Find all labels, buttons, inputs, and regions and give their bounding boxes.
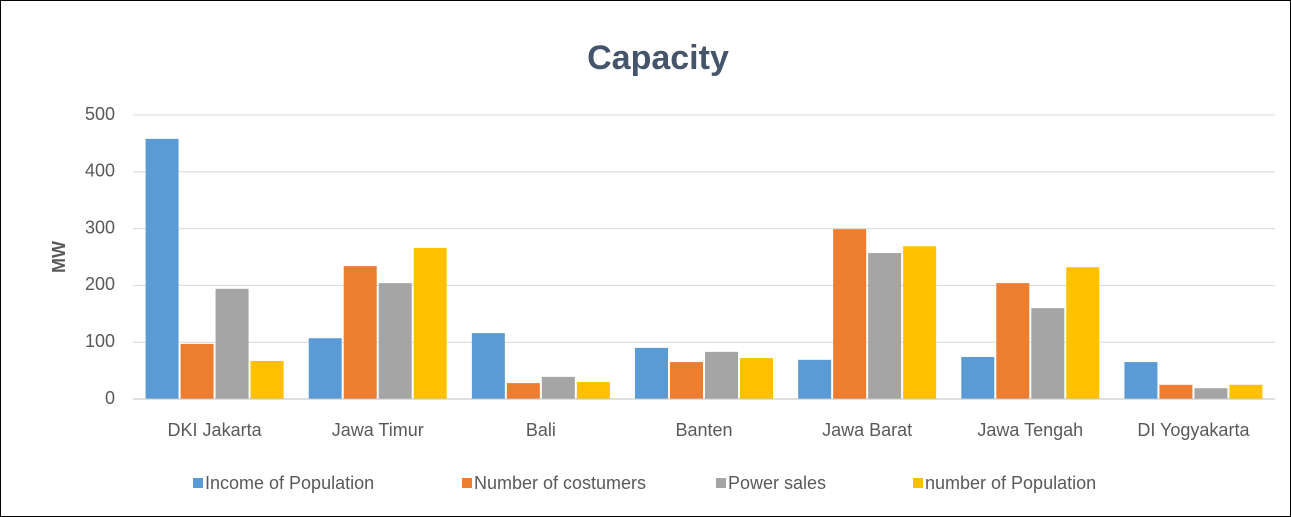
x-tick-label: DKI Jakarta	[168, 420, 263, 440]
legend-swatch	[193, 478, 203, 488]
bar	[215, 288, 249, 399]
bar	[670, 362, 703, 399]
bar	[180, 343, 214, 399]
bar	[1159, 384, 1193, 399]
bar	[635, 347, 668, 399]
x-tick-label: Bali	[526, 420, 556, 440]
bar	[740, 358, 773, 399]
bar	[308, 338, 342, 399]
legend-swatch	[913, 478, 923, 488]
bar	[1229, 384, 1263, 399]
chart-title: Capacity	[587, 39, 729, 77]
legend-label: Power sales	[728, 473, 826, 493]
x-tick-label: DI Yogyakarta	[1137, 420, 1250, 440]
x-tick-label: Jawa Tengah	[977, 420, 1083, 440]
bar	[868, 253, 902, 399]
bar	[996, 283, 1030, 399]
legend-label: Income of Population	[205, 473, 374, 493]
bar	[798, 359, 832, 399]
x-tick-label: Banten	[675, 420, 732, 440]
x-tick-label: Jawa Barat	[822, 420, 912, 440]
legend-label: Number of costumers	[474, 473, 646, 493]
y-tick-label: 500	[85, 104, 115, 124]
bar	[705, 351, 738, 399]
y-axis-label: MW	[49, 241, 69, 273]
bar	[413, 247, 447, 399]
bar	[1031, 308, 1065, 399]
y-tick-label: 400	[85, 161, 115, 181]
y-tick-label: 200	[85, 274, 115, 294]
bar	[471, 333, 505, 399]
bar	[343, 266, 377, 399]
bar	[250, 360, 284, 399]
bar	[576, 381, 610, 399]
bar	[378, 283, 412, 399]
bar	[833, 229, 867, 399]
legend-swatch	[716, 478, 726, 488]
bar	[903, 246, 937, 399]
bar	[1124, 362, 1158, 399]
y-tick-label: 300	[85, 217, 115, 237]
bar	[145, 138, 179, 399]
bar	[541, 376, 575, 399]
x-tick-label: Jawa Timur	[332, 420, 424, 440]
bar	[1194, 388, 1228, 399]
bar	[1066, 267, 1100, 399]
legend-swatch	[462, 478, 472, 488]
legend-label: number of Population	[925, 473, 1096, 493]
bar	[506, 383, 540, 399]
y-tick-label: 100	[85, 331, 115, 351]
bar	[961, 356, 995, 399]
y-tick-label: 0	[105, 388, 115, 408]
